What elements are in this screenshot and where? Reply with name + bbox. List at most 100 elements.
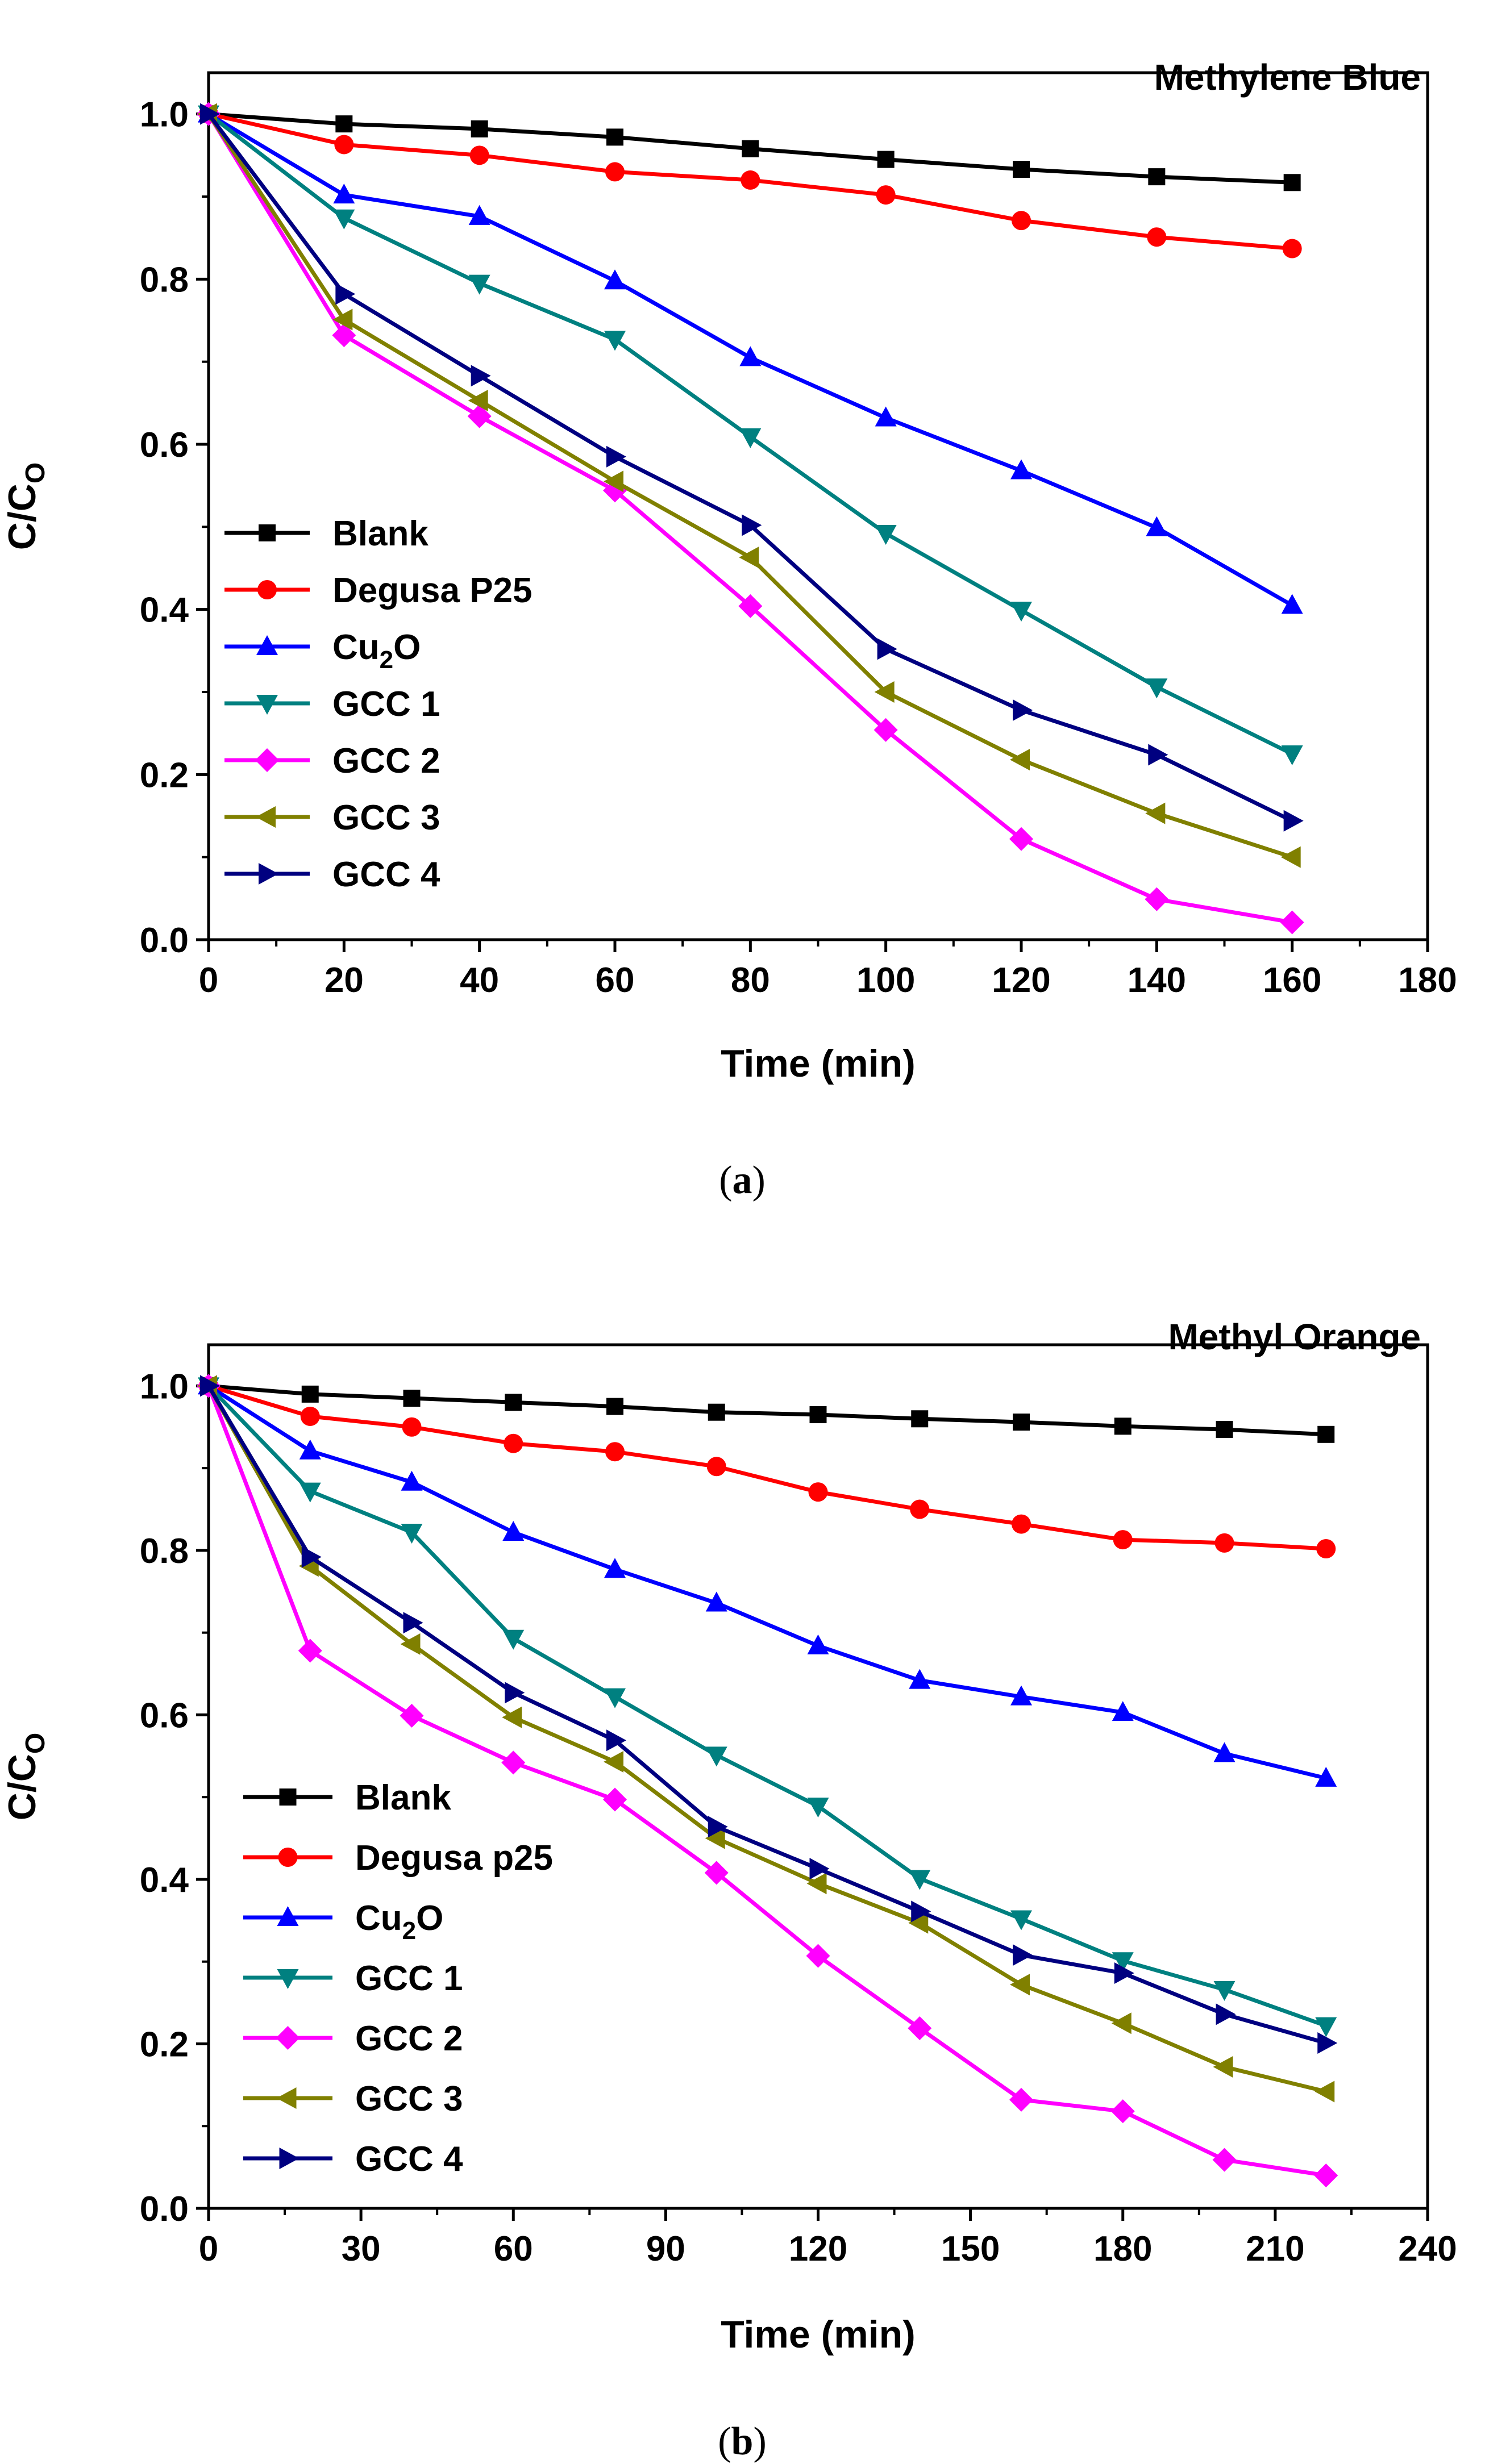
data-point [1315,2081,1335,2103]
legend-label-main: GCC 2 [355,2019,463,2058]
legend-label-main: Degusa p25 [355,1838,553,1878]
x-tick-label: 80 [731,961,770,1000]
legend-marker [256,635,278,655]
figure-caption: (a) [719,1158,766,1202]
data-point [877,151,895,168]
legend-marker [277,1906,299,1926]
caption-close: ) [752,1158,766,1202]
y-tick-label: 1.0 [140,95,189,135]
data-point [403,1390,421,1407]
caption-open: ( [718,2420,731,2463]
x-tick-label: 210 [1246,2229,1304,2269]
data-point [1213,2056,1233,2078]
legend-marker [256,695,278,715]
data-point [403,1612,423,1634]
data-point [606,1398,623,1415]
data-point [739,346,762,366]
legend-item: Cu2O [243,1899,443,1945]
data-point [874,681,895,703]
y-tick-label: 0.4 [140,1861,189,1900]
data-point [1114,1417,1132,1435]
data-point [504,1433,523,1453]
data-point [1282,239,1302,259]
x-tick-label: 180 [1093,2229,1152,2269]
data-point [468,274,490,295]
legend-marker [276,2087,297,2109]
data-point [1009,2087,1033,2112]
y-tick-label: 1.0 [140,1367,189,1406]
data-point [1013,1414,1030,1431]
data-point [1317,1425,1335,1443]
data-point [301,1546,322,1568]
legend-marker [279,1788,297,1806]
caption-letter: b [731,2420,754,2463]
data-point [908,1912,929,1934]
legend-label-main: GCC 4 [355,2140,463,2179]
legend-label-main: GCC 2 [332,741,440,781]
legend-item: GCC 2 [243,2019,463,2058]
x-tick-label: 150 [941,2229,1000,2269]
data-point [471,120,488,137]
data-point [1281,594,1303,614]
data-point [705,1827,725,1849]
legend-marker [279,2148,300,2169]
y-axis-title-main: C/C [1,483,44,550]
data-point [738,594,763,618]
data-point [604,1750,623,1773]
legend-label-main: GCC 1 [355,1959,463,1998]
data-point [1216,1421,1233,1439]
x-tick-label: 40 [460,961,499,1000]
data-point [1214,1533,1234,1553]
legend-marker [256,806,276,828]
data-point [604,269,626,290]
data-point [873,718,898,742]
legend-label-tail: O [393,628,421,667]
legend-label: GCC 2 [355,2019,463,2058]
legend-label-main: GCC 1 [332,685,440,724]
data-point [1010,1910,1032,1931]
x-axis-title: Time (min) [721,1042,916,1085]
y-tick-label: 0.6 [140,1696,189,1735]
y-tick-label: 0.2 [140,756,189,795]
legend-item: Degusa P25 [224,571,533,610]
data-point [706,1457,726,1477]
x-tick-label: 90 [646,2229,685,2269]
data-point [501,1750,526,1775]
legend-label-main: GCC 3 [355,2079,463,2119]
series-blank [200,1377,1335,1443]
legend-label-main: Degusa P25 [332,571,533,610]
legend-marker [276,2026,300,2050]
chart-b: 0 30 60 90 120 150 180 210 240 0.0 0.2 0.4 0.6 0.8 1.0… [1,1316,1457,2463]
data-point [1212,2148,1237,2172]
legend-item: Blank [224,514,429,553]
data-point [502,1706,522,1728]
data-point [1146,678,1168,699]
data-point [1280,910,1304,935]
data-point [1314,2163,1338,2188]
caption-close: ) [753,2420,766,2463]
legend-item: Blank [243,1778,451,1817]
data-point [299,1482,321,1503]
data-point [1213,1742,1236,1762]
data-point [1013,1944,1033,1966]
data-point [604,331,626,351]
data-point [705,1746,727,1767]
data-point [910,1499,930,1519]
data-point [1013,699,1033,721]
data-point [808,1482,828,1502]
chart-title: Methylene Blue [1154,57,1421,98]
legend-label: GCC 3 [355,2079,463,2119]
data-point [603,1787,627,1812]
series-cu2o [198,1374,1337,1787]
data-point [875,524,897,545]
legend-label: GCC 2 [332,741,440,781]
data-point [875,406,897,427]
legend-item: GCC 1 [243,1959,463,1998]
x-tick-label: 0 [199,2229,218,2269]
data-point [807,1798,829,1818]
data-point [708,1403,725,1421]
data-point [502,1629,525,1650]
data-point [704,1861,729,1885]
data-point [505,1394,522,1411]
